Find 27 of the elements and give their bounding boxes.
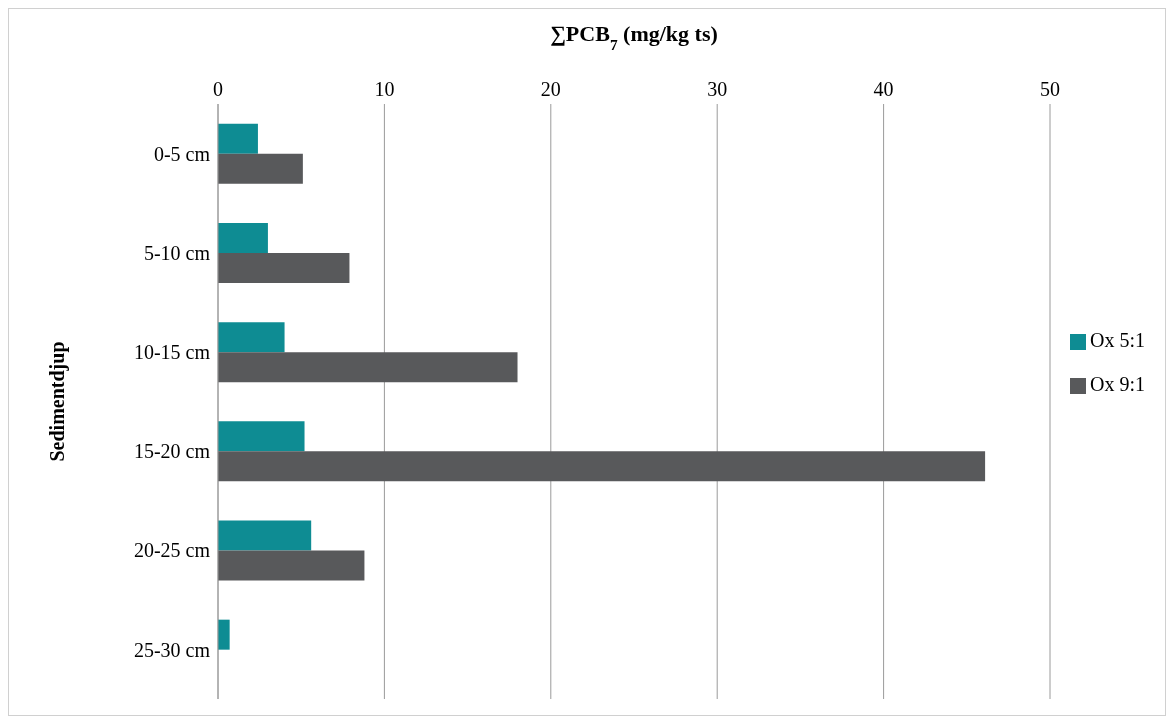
y-tick-label: 15-20 cm — [133, 440, 211, 463]
y-tick-label: 20-25 cm — [133, 539, 211, 562]
bar — [218, 451, 986, 482]
x-tick-label: 20 — [540, 78, 561, 100]
y-axis-title: Sedimentdjup — [46, 341, 69, 462]
bar — [218, 123, 258, 154]
y-tick-label: 0-5 cm — [153, 142, 211, 165]
bar — [218, 520, 312, 551]
bar — [218, 223, 268, 253]
x-tick-label: 10 — [374, 78, 395, 100]
bar — [218, 253, 350, 283]
y-tick-label: 5-10 cm — [143, 241, 211, 264]
bar — [218, 550, 365, 581]
y-tick-label: 25-30 cm — [133, 638, 211, 661]
x-tick-label: 30 — [707, 78, 728, 100]
y-tick-label: 10-15 cm — [133, 341, 211, 364]
x-axis-title: ∑PCB$_{7}$ (mg/kg ts) — [550, 21, 718, 53]
x-tick-label: 50 — [1040, 78, 1060, 100]
x-tick-label: 0 — [213, 78, 223, 100]
bar — [218, 619, 230, 650]
bar — [218, 153, 303, 184]
legend-label: Ox 5:1 — [1090, 329, 1145, 351]
bar — [218, 322, 285, 353]
bar — [218, 352, 518, 383]
x-tick-label: 40 — [873, 78, 894, 100]
legend-label: Ox 9:1 — [1090, 373, 1145, 395]
bar — [218, 421, 305, 452]
